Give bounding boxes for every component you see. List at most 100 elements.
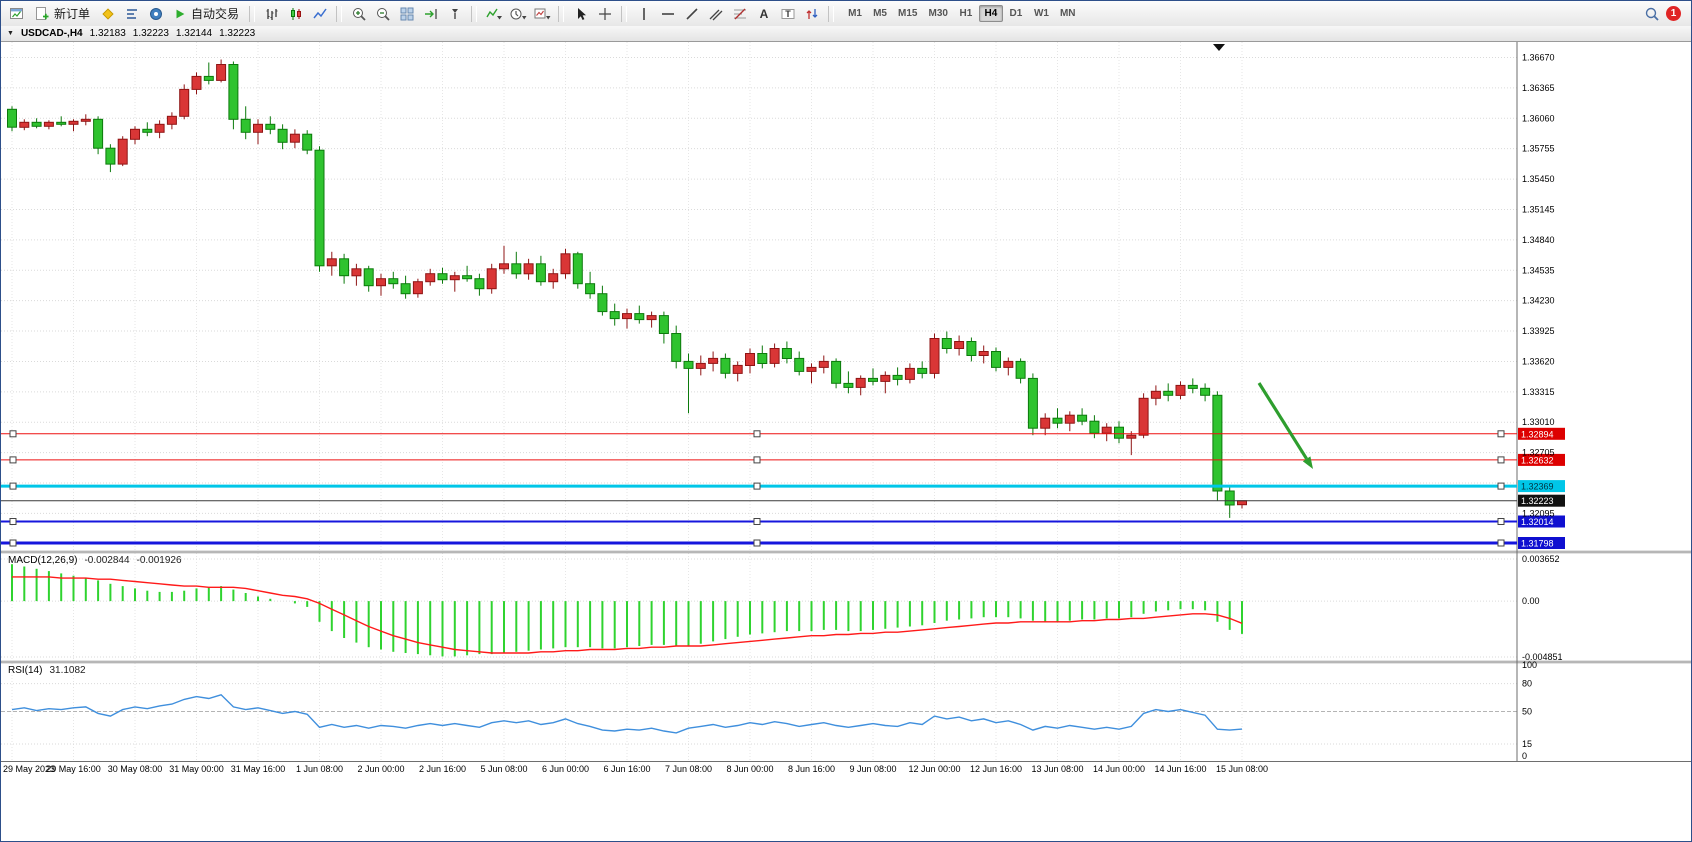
line-handle[interactable] <box>753 456 761 464</box>
macd-axis-labels[interactable]: 0.003652 0.00 -0.004851 <box>1522 554 1563 662</box>
new-chart-button[interactable] <box>5 4 28 24</box>
line-handle[interactable] <box>1497 482 1505 490</box>
price-line-objects: 1.32894 1.32632 1.32369 1.32223 1.32014 1.317… <box>1 427 1565 549</box>
search-button[interactable] <box>1640 4 1663 24</box>
arrows-icon <box>806 8 817 19</box>
timeframe-mn-button[interactable]: MN <box>1059 8 1076 19</box>
horizontal-line-button[interactable] <box>656 4 679 24</box>
line-handle[interactable] <box>753 430 761 438</box>
svg-text:5 Jun 08:00: 5 Jun 08:00 <box>480 764 527 774</box>
hline-1.32369[interactable]: 1.32369 <box>1 480 1565 493</box>
line-handle[interactable] <box>1497 518 1505 525</box>
chart-menu-arrow-icon[interactable]: ▼ <box>7 30 14 37</box>
timeframe-w1-button[interactable]: W1 <box>1033 8 1049 19</box>
chart-low-value: 1.32144 <box>175 28 213 39</box>
trendline-button[interactable] <box>680 4 703 24</box>
line-handle[interactable] <box>9 539 17 547</box>
notification-badge[interactable]: 1 <box>1666 6 1681 21</box>
timeframe-m5-button[interactable]: M5 <box>873 8 887 19</box>
timeframe-m1-button[interactable]: M1 <box>848 8 862 19</box>
svg-text:A: A <box>759 7 768 21</box>
hline-1.32223[interactable]: 1.32223 <box>1 494 1565 507</box>
chart-shift-button[interactable] <box>443 4 466 24</box>
candlestick-chart-button[interactable] <box>284 4 307 24</box>
zoom-out-button[interactable] <box>371 4 394 24</box>
price-marker-1.32369 <box>1518 480 1565 493</box>
auto-scroll-button[interactable] <box>419 4 442 24</box>
period-clock-icon <box>510 8 527 19</box>
timeframe-h1-button[interactable]: H1 <box>959 8 973 19</box>
arrows-button[interactable] <box>800 4 823 24</box>
svg-text:9 Jun 08:00: 9 Jun 08:00 <box>849 764 896 774</box>
indicators-button[interactable] <box>482 4 505 24</box>
text-button[interactable]: A <box>752 4 775 24</box>
price-marker-1.32014 <box>1518 515 1565 528</box>
chart-shift-marker[interactable] <box>1213 44 1225 51</box>
hline-1.32894[interactable]: 1.32894 <box>1 427 1565 440</box>
timeframe-h4-button[interactable]: H4 <box>978 5 1003 22</box>
rsi-axis-labels[interactable]: 100 80 50 15 0 <box>1522 660 1537 761</box>
crosshair-button[interactable] <box>593 4 616 24</box>
chart-open-value: 1.32183 <box>89 28 126 39</box>
data-window-button[interactable] <box>144 4 167 24</box>
line-handle[interactable] <box>753 482 761 490</box>
svg-text:15 Jun 08:00: 15 Jun 08:00 <box>1216 764 1268 774</box>
equidistant-channel-button[interactable] <box>704 4 727 24</box>
metaeditor-button[interactable] <box>96 4 119 24</box>
line-handle[interactable] <box>1497 456 1505 464</box>
new-chart-icon <box>9 7 23 19</box>
line-chart-button[interactable] <box>308 4 331 24</box>
svg-text:1.32014: 1.32014 <box>1521 517 1554 527</box>
autotrading-button[interactable]: 自动交易 <box>168 4 244 24</box>
svg-text:1.34535: 1.34535 <box>1522 265 1555 275</box>
cursor-button[interactable] <box>569 4 592 24</box>
svg-text:13 Jun 08:00: 13 Jun 08:00 <box>1031 764 1083 774</box>
new-order-button[interactable]: 新订单 <box>29 4 95 24</box>
zoom-in-button[interactable] <box>347 4 370 24</box>
svg-text:1.36670: 1.36670 <box>1522 53 1555 63</box>
pane-separator-rsi[interactable] <box>1 660 1692 664</box>
timeframe-d1-button[interactable]: D1 <box>1009 8 1023 19</box>
chart-plot-area[interactable] <box>1 42 1517 761</box>
line-handle[interactable] <box>1497 430 1505 438</box>
vertical-line-button[interactable] <box>632 4 655 24</box>
hline-1.32632[interactable]: 1.32632 <box>1 453 1565 466</box>
svg-text:12 Jun 00:00: 12 Jun 00:00 <box>908 764 960 774</box>
tile-windows-button[interactable] <box>395 4 418 24</box>
arrow-object[interactable] <box>1257 382 1313 469</box>
new-order-icon <box>36 6 49 20</box>
line-handle[interactable] <box>9 518 17 525</box>
line-handle[interactable] <box>1497 539 1505 547</box>
timeframe-m15-button[interactable]: M15 <box>898 8 918 19</box>
price-axis-labels[interactable]: 1.36670 1.36365 1.36060 1.35755 1.35450 1.351… <box>1522 53 1555 519</box>
bar-chart-button[interactable] <box>260 4 283 24</box>
data-window-icon <box>149 7 162 20</box>
line-handle[interactable] <box>9 430 17 438</box>
zoom-in-icon <box>352 7 366 21</box>
text-label-button[interactable]: T <box>776 4 799 24</box>
svg-text:7 Jun 08:00: 7 Jun 08:00 <box>665 764 712 774</box>
svg-text:0.003652: 0.003652 <box>1522 554 1560 564</box>
hline-1.31798[interactable]: 1.31798 <box>1 537 1565 549</box>
timeframe-group: M1 M5 M15 M30 H1 H4 D1 W1 MN <box>843 5 1080 22</box>
main-toolbar: 新订单 自动交易 <box>1 1 1691 27</box>
line-handle[interactable] <box>753 539 761 547</box>
svg-text:1.32705: 1.32705 <box>1522 448 1555 458</box>
market-watch-button[interactable] <box>120 4 143 24</box>
periods-button[interactable] <box>506 4 529 24</box>
hline-1.32014[interactable]: 1.32014 <box>1 515 1565 528</box>
line-handle[interactable] <box>9 482 17 490</box>
timeframe-m30-button[interactable]: M30 <box>928 8 948 19</box>
autotrading-play-icon <box>176 9 185 18</box>
pane-separator-macd[interactable] <box>1 550 1692 554</box>
line-handle[interactable] <box>9 456 17 464</box>
toolbar-grip <box>621 5 628 22</box>
line-handle[interactable] <box>753 518 761 525</box>
templates-button[interactable] <box>530 4 553 24</box>
svg-text:1.32894: 1.32894 <box>1521 429 1554 439</box>
fibonacci-button[interactable] <box>728 4 751 24</box>
svg-text:1.33620: 1.33620 <box>1522 356 1555 366</box>
